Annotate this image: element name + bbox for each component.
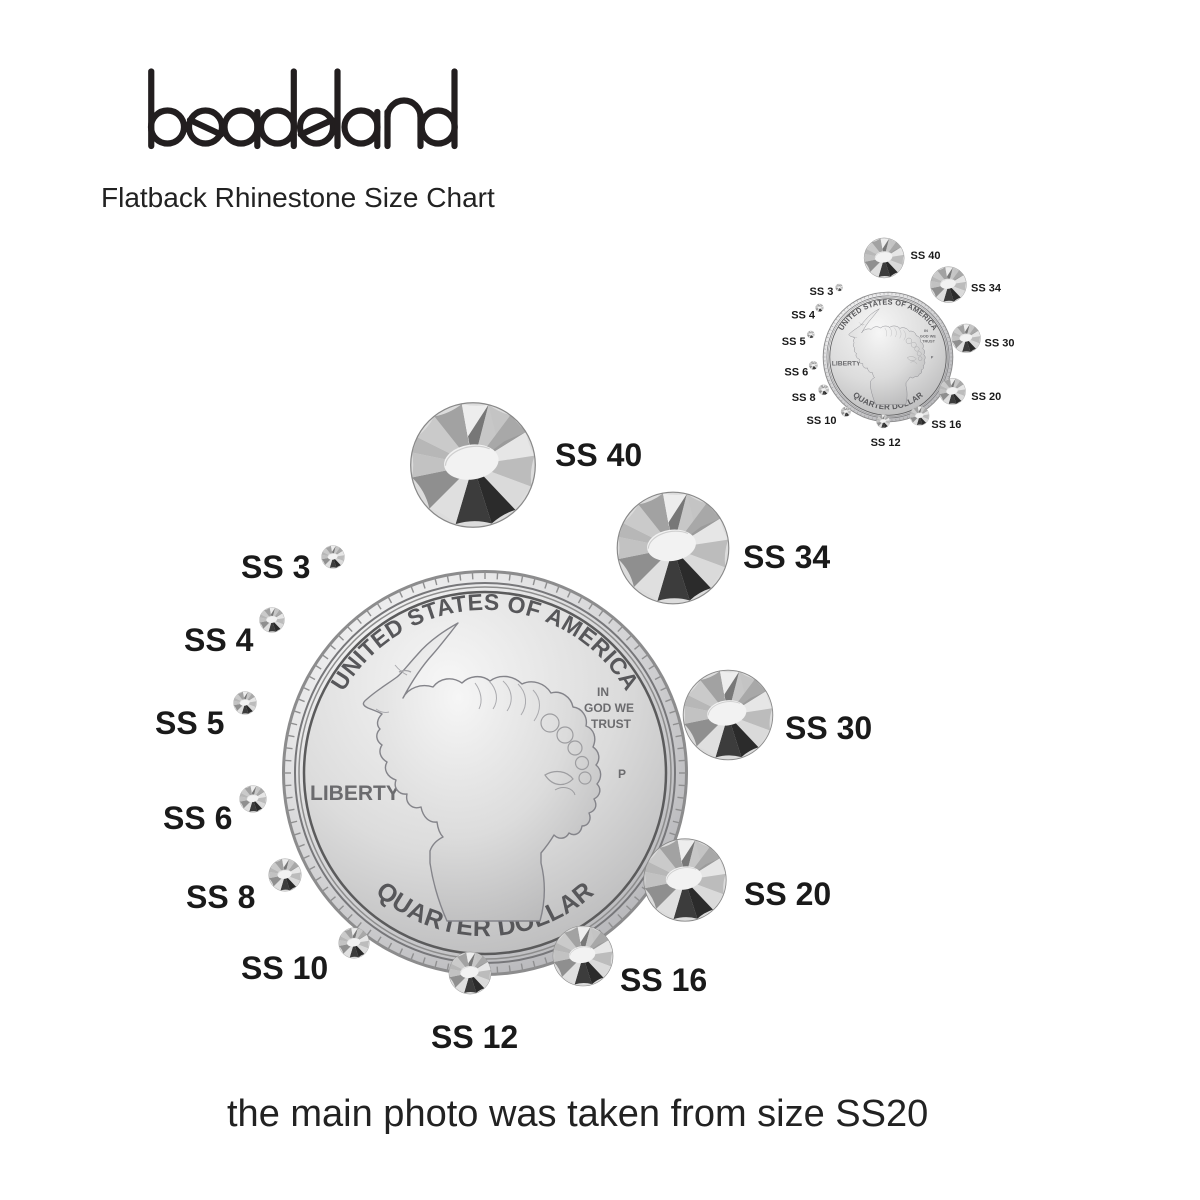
svg-text:SS 8: SS 8 [792,392,816,404]
svg-text:SS 5: SS 5 [782,336,806,348]
svg-text:TRUST: TRUST [591,717,632,731]
svg-text:SS 34: SS 34 [971,283,1002,295]
svg-text:SS 6: SS 6 [784,367,808,379]
svg-text:P: P [618,767,626,781]
svg-text:SS 16: SS 16 [931,419,961,431]
svg-text:LIBERTY: LIBERTY [310,782,400,805]
svg-text:GOD WE: GOD WE [584,701,634,715]
svg-text:SS 10: SS 10 [807,415,837,427]
svg-text:IN: IN [597,685,609,699]
svg-text:SS 30: SS 30 [985,338,1015,350]
svg-text:SS 4: SS 4 [791,309,816,321]
svg-text:SS 40: SS 40 [911,250,941,262]
svg-text:SS 20: SS 20 [971,391,1001,403]
svg-text:SS 3: SS 3 [810,286,834,298]
svg-text:SS 12: SS 12 [871,437,901,449]
